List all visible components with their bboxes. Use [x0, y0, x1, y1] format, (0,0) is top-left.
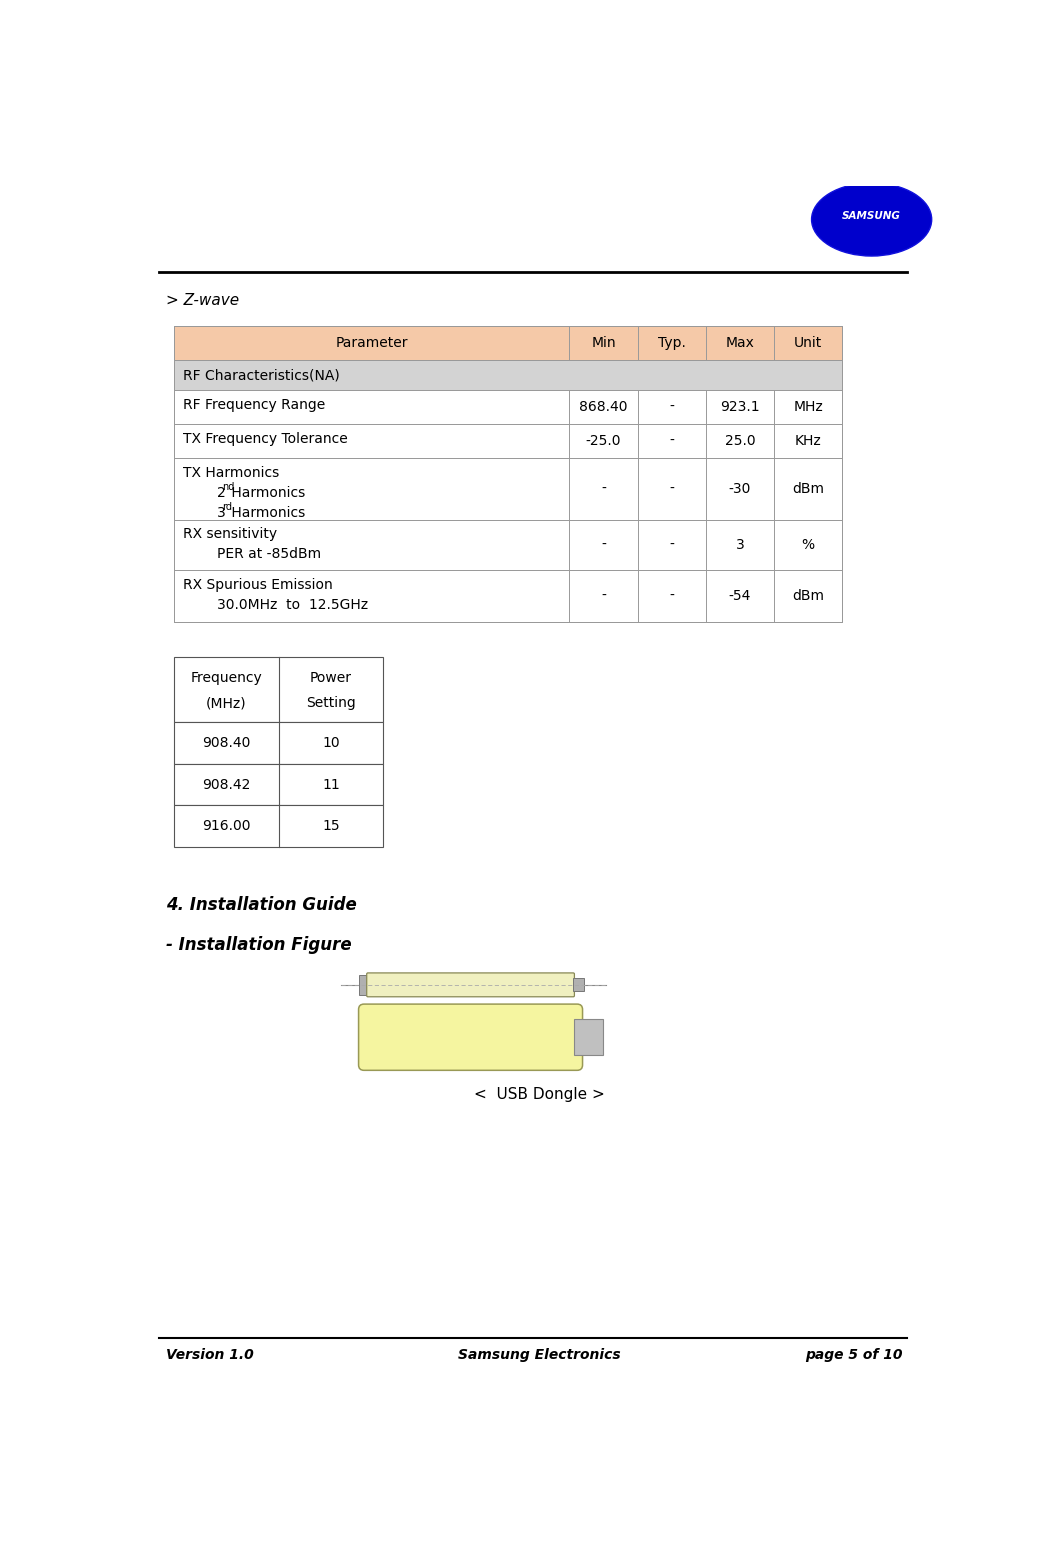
Text: Setting: Setting	[306, 696, 356, 710]
Bar	[175, 390, 843, 424]
Text: dBm: dBm	[792, 481, 824, 495]
Text: Parameter: Parameter	[336, 335, 408, 349]
Bar	[175, 722, 383, 764]
Text: Min: Min	[591, 335, 615, 349]
Bar	[175, 360, 843, 390]
Text: 10: 10	[322, 736, 340, 750]
Text: 908.40: 908.40	[202, 736, 250, 750]
Text: - Installation Figure: - Installation Figure	[166, 936, 352, 954]
Text: nd: nd	[222, 481, 235, 492]
Text: -: -	[601, 481, 606, 495]
Bar	[359, 975, 368, 994]
Text: -: -	[669, 481, 674, 495]
Text: <  USB Dongle >: < USB Dongle >	[473, 1087, 605, 1101]
Bar	[175, 520, 843, 570]
Text: SAMSUNG: SAMSUNG	[843, 211, 902, 221]
Bar	[175, 764, 383, 806]
Bar	[175, 657, 383, 722]
Text: RF Characteristics(NA): RF Characteristics(NA)	[183, 368, 340, 382]
Ellipse shape	[811, 183, 932, 256]
FancyBboxPatch shape	[359, 1005, 583, 1070]
Bar	[175, 326, 843, 623]
Text: dBm: dBm	[792, 589, 824, 603]
Text: 3: 3	[217, 506, 225, 520]
Bar	[175, 326, 843, 360]
FancyBboxPatch shape	[367, 972, 574, 997]
Text: Harmonics: Harmonics	[227, 506, 305, 520]
Text: Typ.: Typ.	[658, 335, 686, 349]
Text: Frequency: Frequency	[190, 671, 262, 685]
Text: rd: rd	[222, 502, 231, 512]
Text: TX Frequency Tolerance: TX Frequency Tolerance	[183, 432, 348, 446]
Text: page 5 of 10: page 5 of 10	[805, 1348, 903, 1362]
Text: Power: Power	[310, 671, 352, 685]
Text: RX Spurious Emission: RX Spurious Emission	[183, 578, 333, 592]
Text: 15: 15	[322, 820, 340, 834]
Text: 908.42: 908.42	[202, 778, 250, 792]
Text: RX sensitivity: RX sensitivity	[183, 528, 278, 542]
Text: -: -	[669, 589, 674, 603]
Text: 30.0MHz  to  12.5GHz: 30.0MHz to 12.5GHz	[217, 598, 368, 612]
Text: TX Harmonics: TX Harmonics	[183, 466, 280, 480]
Bar	[175, 806, 383, 846]
Text: %: %	[802, 537, 814, 551]
Text: RF Frequency Range: RF Frequency Range	[183, 398, 326, 412]
Text: 923.1: 923.1	[720, 401, 760, 415]
Bar	[573, 978, 584, 991]
Text: -: -	[601, 537, 606, 551]
Text: 916.00: 916.00	[202, 820, 250, 834]
Bar	[175, 570, 843, 623]
Text: MHz: MHz	[793, 401, 823, 415]
Text: KHz: KHz	[794, 435, 822, 449]
Bar	[574, 1019, 604, 1054]
Text: -54: -54	[729, 589, 751, 603]
Text: Harmonics: Harmonics	[227, 486, 305, 500]
Text: -: -	[669, 435, 674, 449]
Text: -: -	[669, 401, 674, 415]
Text: Unit: Unit	[794, 335, 823, 349]
Text: Version 1.0: Version 1.0	[166, 1348, 255, 1362]
Text: -30: -30	[729, 481, 751, 495]
Text: -: -	[601, 589, 606, 603]
Text: PER at -85dBm: PER at -85dBm	[217, 548, 321, 562]
Text: 868.40: 868.40	[580, 401, 628, 415]
Text: 3: 3	[735, 537, 744, 551]
Text: -: -	[669, 537, 674, 551]
Text: (MHz): (MHz)	[206, 696, 247, 710]
Text: Samsung Electronics: Samsung Electronics	[458, 1348, 621, 1362]
Text: 11: 11	[322, 778, 340, 792]
Text: > Z-wave: > Z-wave	[166, 294, 240, 307]
Text: Max: Max	[726, 335, 754, 349]
Text: 4. Installation Guide: 4. Installation Guide	[166, 896, 357, 913]
Text: 25.0: 25.0	[725, 435, 755, 449]
Text: -25.0: -25.0	[586, 435, 622, 449]
Bar	[175, 458, 843, 520]
Bar	[175, 424, 843, 458]
Text: 2: 2	[217, 486, 225, 500]
